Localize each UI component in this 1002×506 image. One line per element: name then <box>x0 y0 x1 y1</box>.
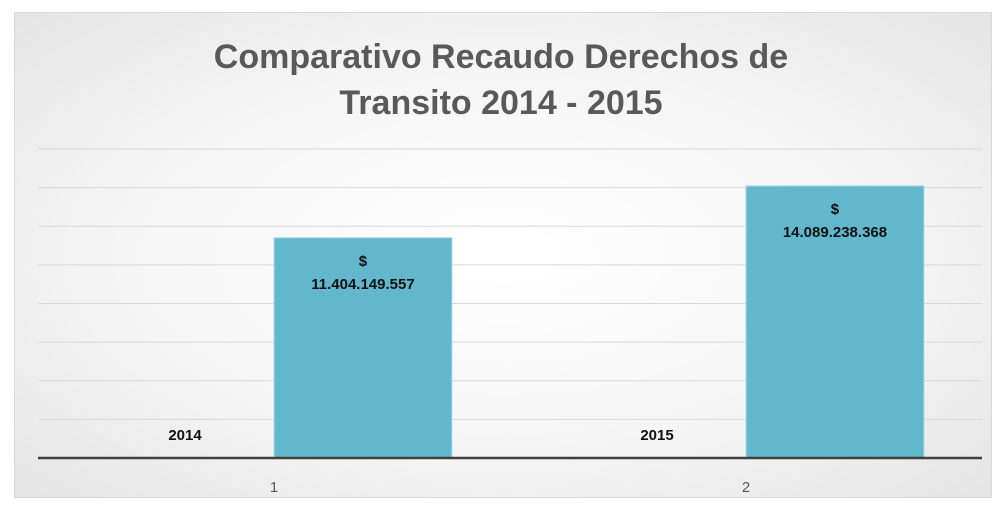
data-label: 2015 <box>640 427 673 444</box>
data-label-line: 11.404.149.557 <box>311 276 414 293</box>
data-label: $11.404.149.557 <box>311 253 414 293</box>
bar <box>745 185 925 459</box>
x-tick-label: 2 <box>742 479 750 496</box>
data-label-line: $ <box>831 201 840 218</box>
data-label: 2014 <box>168 427 202 444</box>
bar <box>273 237 453 459</box>
x-tick-label: 1 <box>270 479 278 496</box>
data-label-line: $ <box>359 253 368 270</box>
chart-title: Comparativo Recaudo Derechos de Transito… <box>213 38 789 122</box>
data-label-line: 14.089.238.368 <box>783 224 887 241</box>
data-label: $14.089.238.368 <box>783 201 887 241</box>
